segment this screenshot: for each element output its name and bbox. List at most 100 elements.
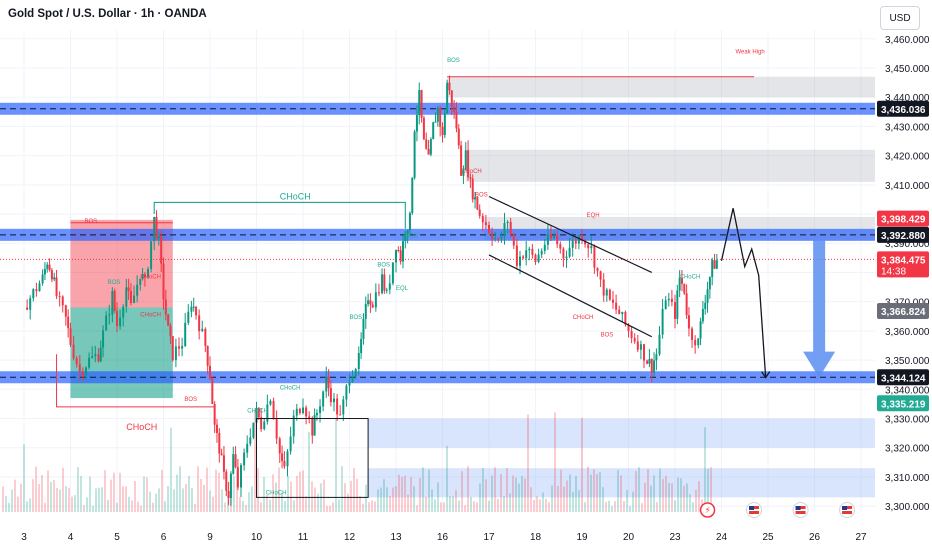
- currency-button[interactable]: USD: [880, 6, 920, 30]
- candle-body: [209, 365, 211, 379]
- candle-body: [711, 260, 714, 278]
- candle-body: [676, 290, 679, 319]
- y-tick-label: 3,390.000: [885, 239, 930, 250]
- candle-body: [374, 292, 377, 308]
- annotation-label: CHoCH: [280, 191, 311, 201]
- annotation-label: BOS: [350, 315, 363, 321]
- candle-body: [85, 367, 87, 376]
- candle-body: [53, 277, 56, 280]
- volume-bar: [281, 492, 283, 512]
- candle-body: [467, 150, 470, 178]
- volume-bar: [374, 501, 376, 512]
- channel-lower: [488, 254, 653, 338]
- candle-body: [362, 318, 365, 339]
- volume-bar: [125, 486, 127, 512]
- candle-body: [78, 364, 81, 372]
- candle-body: [418, 90, 421, 116]
- volume-bar: [302, 470, 304, 512]
- volume-bar: [335, 419, 337, 512]
- candle-body: [234, 454, 237, 468]
- candle-body: [327, 376, 330, 389]
- volume-bar: [359, 496, 361, 512]
- volume-bar: [299, 471, 301, 512]
- zone-gray: [465, 149, 875, 182]
- candle-body: [691, 328, 694, 340]
- volume-bar: [461, 471, 463, 512]
- price-tag-label: 3,398.429: [881, 215, 926, 226]
- volume-bar: [563, 486, 565, 512]
- annotation-label: CHoCH: [247, 409, 268, 415]
- candle-body: [577, 235, 580, 244]
- volume-bar: [440, 502, 442, 512]
- candle-body: [311, 418, 314, 436]
- volume-bar: [293, 500, 295, 512]
- volume-bar: [257, 468, 259, 512]
- candle-body: [225, 471, 228, 491]
- candle-body: [605, 289, 608, 296]
- volume-bar: [221, 489, 223, 512]
- price-tag: [877, 226, 929, 243]
- volume-bar: [680, 478, 682, 512]
- volume-bar: [665, 475, 667, 512]
- volume-bar: [116, 502, 118, 512]
- candle-body: [102, 330, 105, 348]
- volume-bar: [38, 484, 40, 512]
- price-tag-label: 3,344.124: [881, 373, 926, 384]
- volume-bar: [56, 487, 58, 512]
- candle-body: [494, 238, 497, 240]
- volume-bar: [389, 495, 391, 512]
- volume-bar: [362, 503, 364, 512]
- volume-bar: [206, 467, 208, 512]
- volume-bar: [413, 486, 415, 512]
- candle-body: [348, 381, 351, 386]
- volume-bar: [161, 469, 163, 512]
- annotation-label: BOS: [84, 219, 97, 225]
- candle-body: [153, 217, 156, 242]
- candle-body: [269, 400, 272, 405]
- volume-bar: [113, 472, 115, 512]
- volume-bar: [248, 492, 250, 512]
- candle-body: [515, 245, 518, 266]
- candle-body: [537, 254, 540, 262]
- candle-body: [618, 309, 621, 315]
- candle-body: [633, 338, 636, 342]
- candle-body: [357, 353, 360, 370]
- volume-bar: [2, 486, 4, 512]
- volume-bar: [503, 496, 505, 512]
- y-tick-label: 3,320.000: [885, 444, 930, 455]
- volume-bar: [692, 502, 694, 512]
- volume-bar: [128, 496, 130, 512]
- annotation-label: BOS: [405, 233, 418, 239]
- volume-bar: [209, 490, 211, 512]
- price-tag: [877, 251, 929, 278]
- volume-bar: [653, 475, 655, 512]
- candle-body: [88, 357, 91, 368]
- candle-body: [67, 316, 70, 329]
- candle-body: [292, 415, 295, 437]
- candle-body: [471, 178, 474, 200]
- candle-body: [105, 315, 108, 331]
- annotation-label: Weak High: [735, 49, 764, 55]
- volume-bar: [572, 491, 574, 512]
- candle-body: [232, 454, 235, 474]
- volume-bar: [368, 502, 370, 512]
- volume-bar: [62, 467, 64, 512]
- candle-body: [157, 236, 160, 239]
- candle-body: [453, 106, 456, 112]
- candle-body: [627, 324, 630, 332]
- volume-bar: [332, 502, 334, 512]
- candle-body: [150, 241, 153, 269]
- candle-body: [383, 274, 386, 291]
- volume-bar: [326, 505, 328, 512]
- volume-bar: [41, 475, 43, 512]
- x-tick-label: 6: [161, 532, 167, 543]
- candle-body: [171, 336, 174, 361]
- candle-body: [661, 308, 664, 335]
- candle-body: [141, 274, 144, 279]
- volume-bar: [23, 443, 25, 512]
- volume-bar: [668, 482, 670, 512]
- candle-body: [708, 277, 711, 290]
- candle-body: [680, 277, 683, 284]
- x-tick-label: 27: [855, 532, 867, 543]
